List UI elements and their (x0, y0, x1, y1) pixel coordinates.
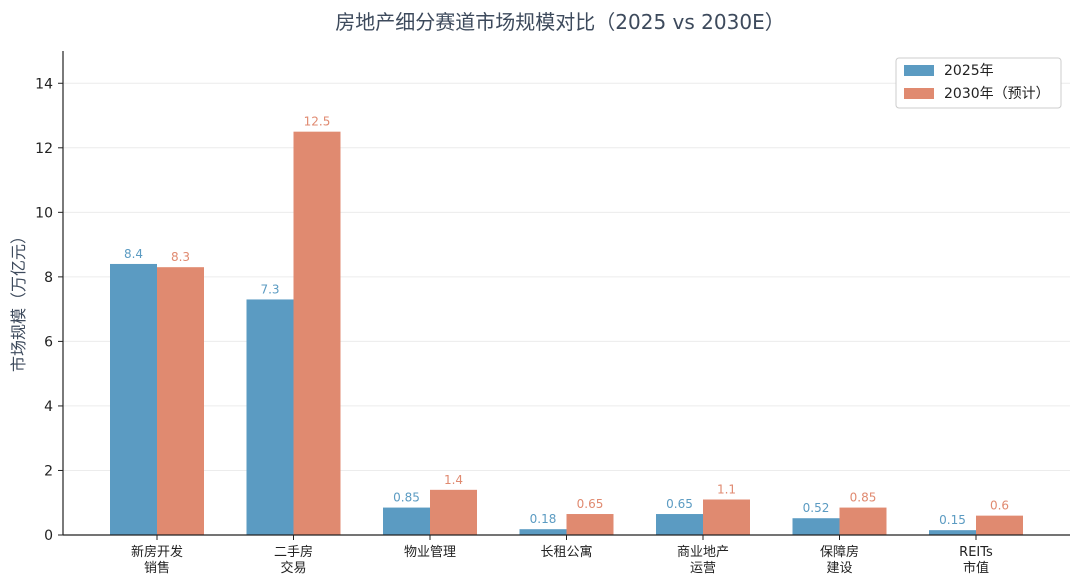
bars-layer (110, 131, 1023, 535)
x-tick-label: 长租公寓 (540, 544, 592, 560)
data-label: 0.65 (577, 497, 604, 511)
bar-series-2025-1 (246, 299, 294, 535)
bar-series-2030-1 (293, 131, 341, 535)
x-tick-label: 二手房 (274, 544, 313, 560)
bar-series-2030-4 (703, 499, 750, 535)
legend-label: 2025年 (944, 63, 994, 79)
data-label: 0.15 (939, 513, 966, 527)
data-label: 0.18 (530, 512, 557, 526)
data-label: 0.85 (850, 491, 877, 505)
bar-series-2030-2 (430, 489, 477, 535)
bar-series-2025-3 (519, 529, 567, 535)
grid-layer (63, 82, 1070, 471)
data-label: 0.85 (393, 491, 420, 505)
data-label: 0.6 (990, 499, 1009, 513)
x-tick-label: 建设 (826, 561, 852, 576)
bar-series-2030-3 (566, 514, 614, 535)
x-tick-label: 交易 (280, 560, 306, 576)
bar-series-2025-5 (792, 518, 840, 535)
bar-series-2030-0 (157, 267, 204, 535)
bar-series-2025-0 (110, 263, 157, 535)
legend-label: 2030年（预计） (944, 86, 1050, 102)
data-label: 1.4 (444, 473, 463, 487)
x-tick-label: 运营 (690, 561, 716, 576)
y-tick-label: 0 (44, 528, 53, 544)
y-tick-label: 4 (44, 399, 53, 415)
y-tick-label: 8 (44, 270, 53, 286)
y-tick-label: 6 (44, 334, 53, 350)
legend-swatch (904, 65, 934, 76)
chart-title: 房地产细分赛道市场规模对比（2025 vs 2030E） (335, 10, 784, 34)
x-tick-label: 销售 (144, 560, 170, 576)
x-tick-label: 商业地产 (677, 545, 729, 560)
data-label: 8.3 (171, 250, 190, 264)
data-label: 7.3 (260, 282, 279, 296)
bar-series-2030-5 (839, 507, 887, 535)
labels-layer: 8.4 8.3 7.3 12.5 0.85 1.4 0.18 0.65 0.65 1.1 0.52 0… (124, 115, 1009, 527)
legend-swatch (904, 88, 934, 99)
x-tick-label: 市值 (963, 560, 989, 576)
x-tick-label: REITs (959, 545, 993, 560)
y-tick-label: 12 (35, 141, 53, 157)
bar-series-2030-6 (976, 515, 1023, 535)
data-label: 1.1 (717, 483, 736, 497)
bar-series-2025-6 (929, 530, 976, 535)
x-tick-label: 物业管理 (404, 545, 456, 560)
x-tick-label: 新房开发 (131, 544, 183, 560)
x-tick-label: 保障房 (820, 544, 859, 560)
data-label: 12.5 (304, 115, 331, 129)
data-label: 8.4 (124, 247, 143, 261)
bar-series-2025-2 (383, 507, 430, 535)
y-axis-label: 市场规模（万亿元） (9, 228, 28, 372)
data-label: 0.52 (803, 501, 830, 515)
y-tick-label: 2 (44, 463, 53, 479)
y-tick-label: 14 (35, 76, 53, 92)
bar-series-2025-4 (656, 514, 703, 535)
legend-box (895, 57, 1062, 109)
y-tick-label: 10 (35, 205, 53, 221)
legend: 2025年 2030年（预计） (895, 57, 1062, 109)
data-label: 0.65 (666, 497, 693, 511)
